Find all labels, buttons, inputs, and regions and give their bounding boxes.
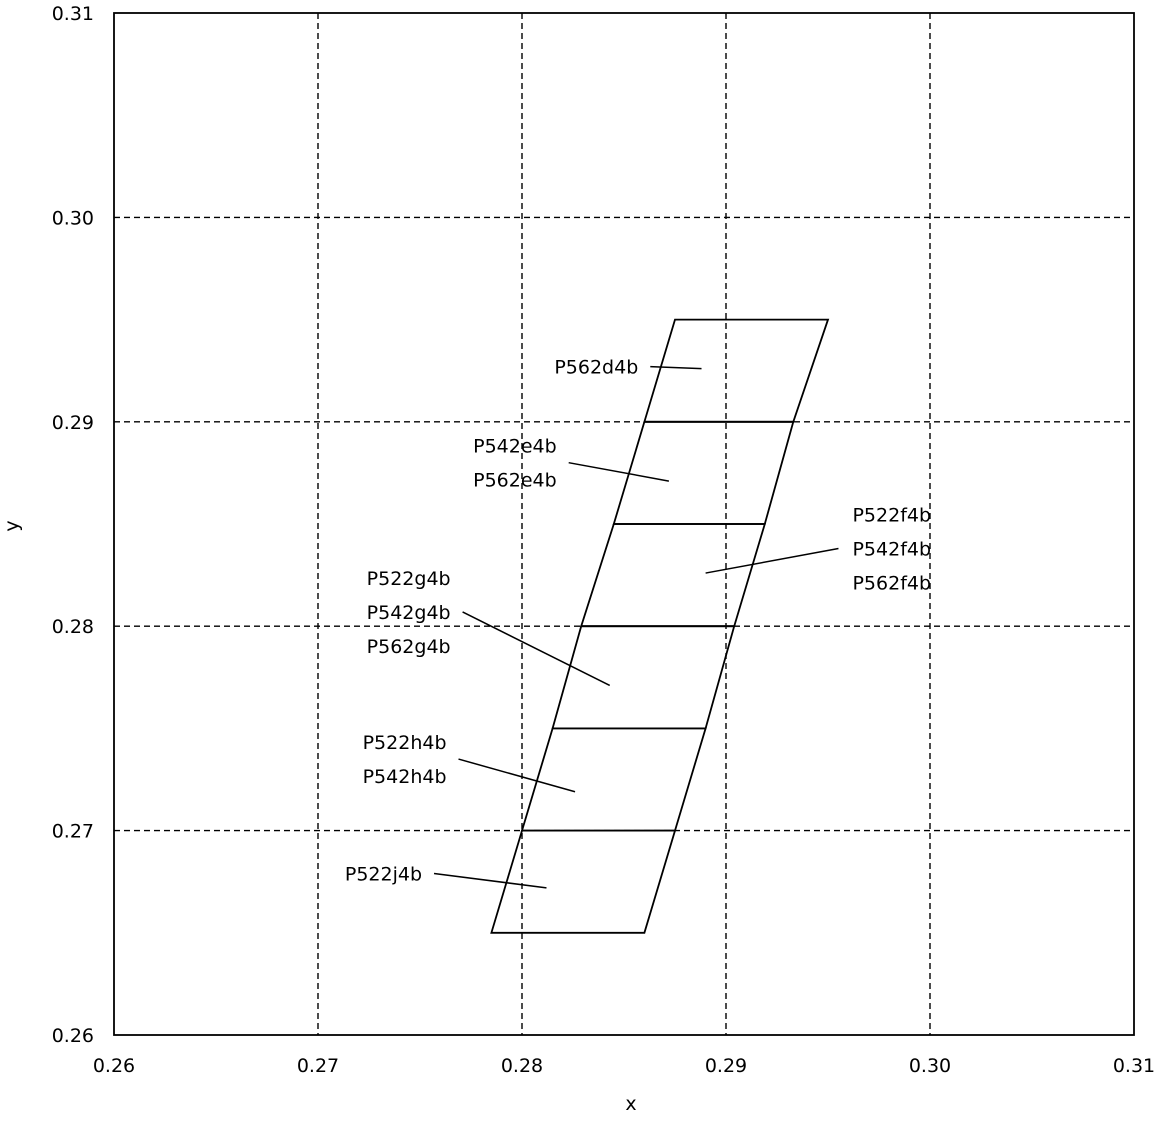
labels-layer: P562d4b P542e4b P562e4b P522f4b P542f4b P562f… — [345, 357, 931, 886]
region-label: P542f4b — [852, 539, 931, 561]
bin-e — [612, 420, 795, 525]
region-label: P562f4b — [852, 573, 931, 595]
y-tick-label: 0.29 — [52, 412, 94, 434]
leader-line — [705, 547, 839, 574]
y-tick-label: 0.28 — [52, 616, 94, 638]
y-tick-label: 0.26 — [52, 1025, 94, 1047]
y-tick-label: 0.31 — [52, 3, 94, 25]
bin-d — [643, 318, 830, 423]
region-label: P522g4b — [367, 568, 451, 590]
region-label: P522j4b — [345, 864, 422, 886]
region-label: P562e4b — [473, 470, 557, 492]
leader-line — [568, 461, 670, 482]
bin-h — [520, 727, 707, 832]
leader-line — [433, 872, 547, 889]
y-tick-label: 0.30 — [52, 207, 94, 229]
x-tick-label: 0.29 — [705, 1055, 747, 1077]
region-label: P562g4b — [367, 636, 451, 658]
region-label: P542g4b — [367, 602, 451, 624]
x-ticks: 0.26 0.27 0.28 0.29 0.30 0.31 — [93, 1055, 1155, 1077]
leader-line — [650, 365, 702, 370]
x-tick-label: 0.28 — [501, 1055, 543, 1077]
bins-layer — [490, 318, 830, 934]
x-tick-label: 0.30 — [909, 1055, 951, 1077]
x-tick-label: 0.31 — [1113, 1055, 1155, 1077]
region-label: P562d4b — [554, 357, 638, 379]
region-label: P542h4b — [363, 766, 447, 788]
x-tick-label: 0.26 — [93, 1055, 135, 1077]
region-label: P522h4b — [363, 732, 447, 754]
leader-layer — [433, 365, 839, 889]
bin-j — [490, 829, 677, 934]
region-label: P522f4b — [852, 505, 931, 527]
y-ticks: 0.26 0.27 0.28 0.29 0.30 0.31 — [52, 3, 94, 1047]
x-axis-title: x — [625, 1093, 636, 1115]
bin-g — [551, 625, 736, 730]
leader-line — [462, 611, 611, 687]
region-label: P542e4b — [473, 436, 557, 458]
plot-frame — [113, 12, 1135, 1036]
bin-f — [579, 523, 767, 628]
y-axis-title: y — [1, 520, 23, 531]
x-tick-label: 0.27 — [297, 1055, 339, 1077]
y-tick-label: 0.27 — [52, 821, 94, 843]
leader-line — [458, 758, 576, 793]
